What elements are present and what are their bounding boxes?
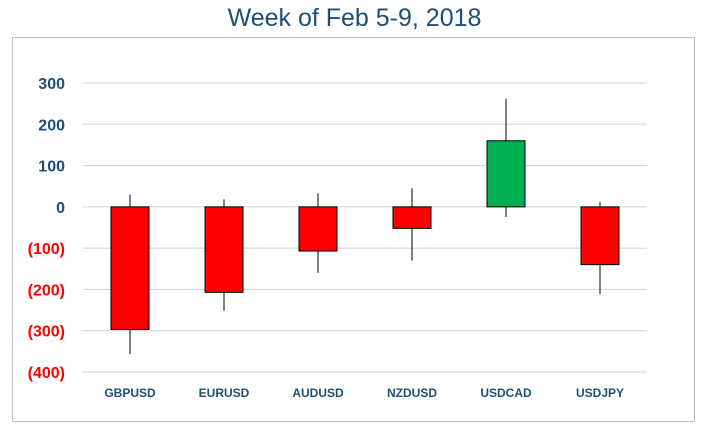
x-category-label: EURUSD — [199, 386, 250, 400]
candle-body — [110, 206, 150, 330]
candle-body — [392, 206, 432, 229]
y-axis-tick-labels: 300 200 100 0 (100) (200) (300) (400) — [28, 76, 65, 382]
candle-body — [204, 206, 244, 293]
candle-gbpusd — [110, 194, 150, 355]
y-tick-label: 200 — [38, 117, 65, 134]
chart-title: Week of Feb 5-9, 2018 — [227, 4, 482, 32]
x-category-label: AUDUSD — [292, 386, 344, 400]
y-tick-label: (200) — [28, 282, 65, 299]
candles — [110, 98, 620, 355]
y-tick-label: (100) — [28, 241, 65, 258]
candle-audusd — [298, 193, 338, 273]
candle-eurusd — [204, 199, 244, 311]
y-tick-label: 0 — [56, 200, 65, 217]
y-tick-label: (300) — [28, 324, 65, 341]
chart-frame: 300 200 100 0 (100) (200) (300) (400) GBPUSD EUR… — [12, 37, 695, 422]
y-tick-label: 300 — [38, 76, 65, 93]
x-axis-category-labels: GBPUSD EURUSD AUDUSD NZDUSD USDCAD USDJPY — [104, 386, 624, 400]
candle-body — [298, 206, 338, 252]
x-category-label: NZDUSD — [387, 386, 437, 400]
candle-usdjpy — [580, 201, 620, 295]
candle-body — [486, 140, 526, 208]
y-tick-label: 100 — [38, 159, 65, 176]
x-category-label: USDCAD — [480, 386, 532, 400]
candle-usdcad — [486, 98, 526, 218]
x-category-label: USDJPY — [576, 386, 624, 400]
x-category-label: GBPUSD — [104, 386, 156, 400]
y-tick-label: (400) — [28, 365, 65, 382]
candle-body — [580, 206, 620, 266]
candle-nzdusd — [392, 188, 432, 261]
candlestick-plot: 300 200 100 0 (100) (200) (300) (400) GBPUSD EUR… — [28, 76, 647, 400]
gridlines — [83, 82, 647, 373]
